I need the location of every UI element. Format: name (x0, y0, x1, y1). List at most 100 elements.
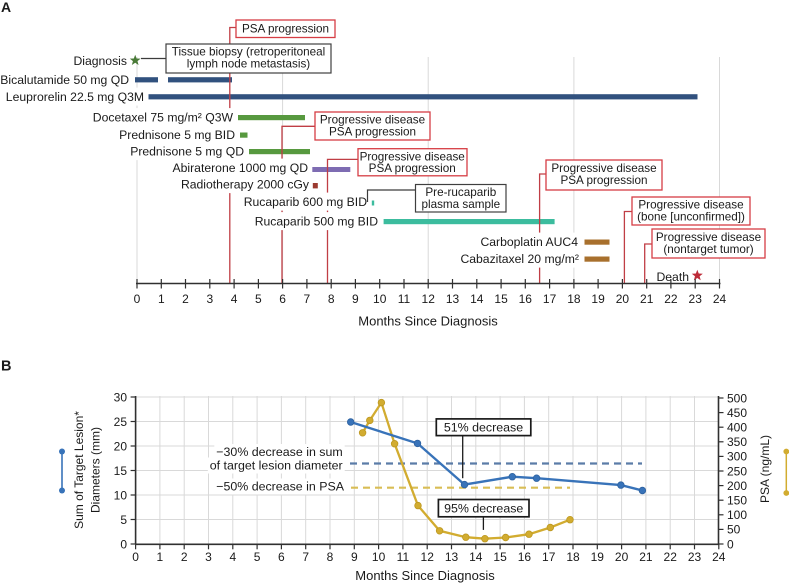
svg-text:(bone [unconfirmed]): (bone [unconfirmed]) (637, 211, 745, 224)
svg-text:100: 100 (727, 508, 747, 522)
svg-text:7: 7 (304, 292, 311, 306)
svg-text:15: 15 (114, 464, 128, 478)
svg-text:Carboplatin AUC4: Carboplatin AUC4 (480, 235, 578, 249)
svg-text:150: 150 (727, 494, 747, 508)
svg-text:−30% decrease in sum: −30% decrease in sum (216, 445, 342, 459)
svg-text:of target lesion diameter: of target lesion diameter (210, 459, 343, 473)
svg-text:13: 13 (445, 550, 459, 564)
svg-text:Rucaparib 600 mg BID: Rucaparib 600 mg BID (244, 195, 367, 209)
svg-text:17: 17 (542, 550, 556, 564)
svg-text:11: 11 (397, 550, 410, 564)
svg-text:Abiraterone 1000 mg QD: Abiraterone 1000 mg QD (173, 161, 309, 175)
svg-text:Rucaparib 500 mg BID: Rucaparib 500 mg BID (255, 215, 378, 229)
svg-text:Progressive disease: Progressive disease (656, 231, 761, 244)
svg-text:95% decrease: 95% decrease (444, 502, 523, 516)
svg-text:500: 500 (727, 391, 747, 405)
svg-text:A: A (1, 0, 11, 15)
svg-text:6: 6 (279, 292, 286, 306)
svg-text:Progressive disease: Progressive disease (638, 199, 743, 212)
svg-text:10: 10 (373, 292, 387, 306)
svg-text:10: 10 (372, 550, 386, 564)
svg-text:3: 3 (206, 292, 213, 306)
svg-text:Months Since Diagnosis: Months Since Diagnosis (355, 568, 495, 583)
svg-text:Cabazitaxel 20 mg/m²: Cabazitaxel 20 mg/m² (460, 252, 579, 266)
svg-text:Bicalutamide 50 mg QD: Bicalutamide 50 mg QD (0, 73, 129, 87)
svg-text:20: 20 (616, 292, 630, 306)
svg-text:200: 200 (727, 479, 747, 493)
svg-text:PSA progression: PSA progression (329, 126, 416, 139)
svg-text:lymph node metastasis): lymph node metastasis) (187, 58, 311, 71)
svg-text:13: 13 (446, 292, 460, 306)
svg-text:5: 5 (254, 550, 261, 564)
svg-text:20: 20 (114, 439, 128, 453)
svg-text:15: 15 (494, 292, 508, 306)
svg-text:21: 21 (639, 550, 653, 564)
svg-text:7: 7 (302, 550, 309, 564)
svg-text:50: 50 (727, 523, 741, 537)
svg-text:Months Since Diagnosis: Months Since Diagnosis (358, 314, 498, 329)
svg-text:1: 1 (158, 292, 165, 306)
svg-text:0: 0 (120, 537, 127, 551)
svg-text:450: 450 (727, 406, 747, 420)
svg-text:8: 8 (327, 550, 334, 564)
svg-text:14: 14 (469, 550, 483, 564)
svg-text:18: 18 (567, 292, 581, 306)
svg-text:Prednisone 5 mg QD: Prednisone 5 mg QD (130, 145, 244, 159)
svg-text:14: 14 (470, 292, 484, 306)
svg-text:9: 9 (352, 292, 359, 306)
svg-text:PSA progression: PSA progression (242, 23, 329, 36)
svg-text:Progressive disease: Progressive disease (551, 162, 656, 175)
svg-text:12: 12 (421, 550, 435, 564)
svg-text:30: 30 (114, 390, 128, 404)
svg-text:300: 300 (727, 450, 747, 464)
svg-text:23: 23 (688, 550, 702, 564)
svg-text:Progressive disease: Progressive disease (360, 151, 465, 164)
svg-text:Radiotherapy 2000 cGy: Radiotherapy 2000 cGy (181, 178, 310, 192)
svg-text:−50% decrease in PSA: −50% decrease in PSA (216, 480, 345, 494)
svg-text:24: 24 (713, 292, 727, 306)
svg-text:9: 9 (351, 550, 358, 564)
svg-text:23: 23 (689, 292, 703, 306)
svg-text:51% decrease: 51% decrease (444, 421, 523, 435)
svg-text:Pre-rucaparib: Pre-rucaparib (425, 186, 496, 199)
svg-text:Docetaxel 75 mg/m² Q3W: Docetaxel 75 mg/m² Q3W (93, 111, 234, 125)
svg-text:plasma sample: plasma sample (421, 198, 500, 211)
svg-text:22: 22 (664, 550, 678, 564)
svg-text:Prednisone 5 mg BID: Prednisone 5 mg BID (119, 128, 235, 142)
svg-text:10: 10 (114, 488, 128, 502)
svg-text:Tissue biopsy (retroperitoneal: Tissue biopsy (retroperitoneal (172, 46, 326, 59)
svg-text:17: 17 (543, 292, 557, 306)
svg-text:4: 4 (229, 550, 236, 564)
svg-text:6: 6 (278, 550, 285, 564)
svg-text:PSA progression: PSA progression (560, 174, 647, 187)
svg-text:25: 25 (114, 415, 128, 429)
svg-text:12: 12 (422, 292, 436, 306)
svg-text:15: 15 (493, 550, 507, 564)
svg-text:22: 22 (664, 292, 678, 306)
svg-text:(nontarget tumor): (nontarget tumor) (663, 243, 753, 256)
svg-text:5: 5 (120, 513, 127, 527)
svg-text:350: 350 (727, 435, 747, 449)
svg-text:Death: Death (656, 270, 689, 284)
svg-text:5: 5 (255, 292, 262, 306)
svg-text:4: 4 (231, 292, 238, 306)
svg-text:Diagnosis: Diagnosis (73, 54, 127, 68)
svg-text:21: 21 (640, 292, 654, 306)
svg-text:2: 2 (182, 292, 189, 306)
svg-text:Diameters (mm): Diameters (mm) (89, 427, 103, 513)
svg-text:Leuprorelin 22.5 mg Q3M: Leuprorelin 22.5 mg Q3M (6, 90, 144, 104)
svg-text:400: 400 (727, 421, 747, 435)
svg-text:PSA progression: PSA progression (369, 162, 456, 175)
svg-text:11: 11 (398, 292, 411, 306)
svg-text:18: 18 (566, 550, 580, 564)
svg-text:19: 19 (591, 550, 605, 564)
svg-text:1: 1 (157, 550, 164, 564)
svg-text:8: 8 (328, 292, 335, 306)
svg-text:0: 0 (727, 537, 734, 551)
svg-text:16: 16 (518, 550, 532, 564)
svg-text:250: 250 (727, 464, 747, 478)
svg-text:19: 19 (591, 292, 605, 306)
svg-text:PSA (ng/mL): PSA (ng/mL) (758, 435, 772, 503)
svg-text:3: 3 (205, 550, 212, 564)
svg-text:16: 16 (519, 292, 533, 306)
